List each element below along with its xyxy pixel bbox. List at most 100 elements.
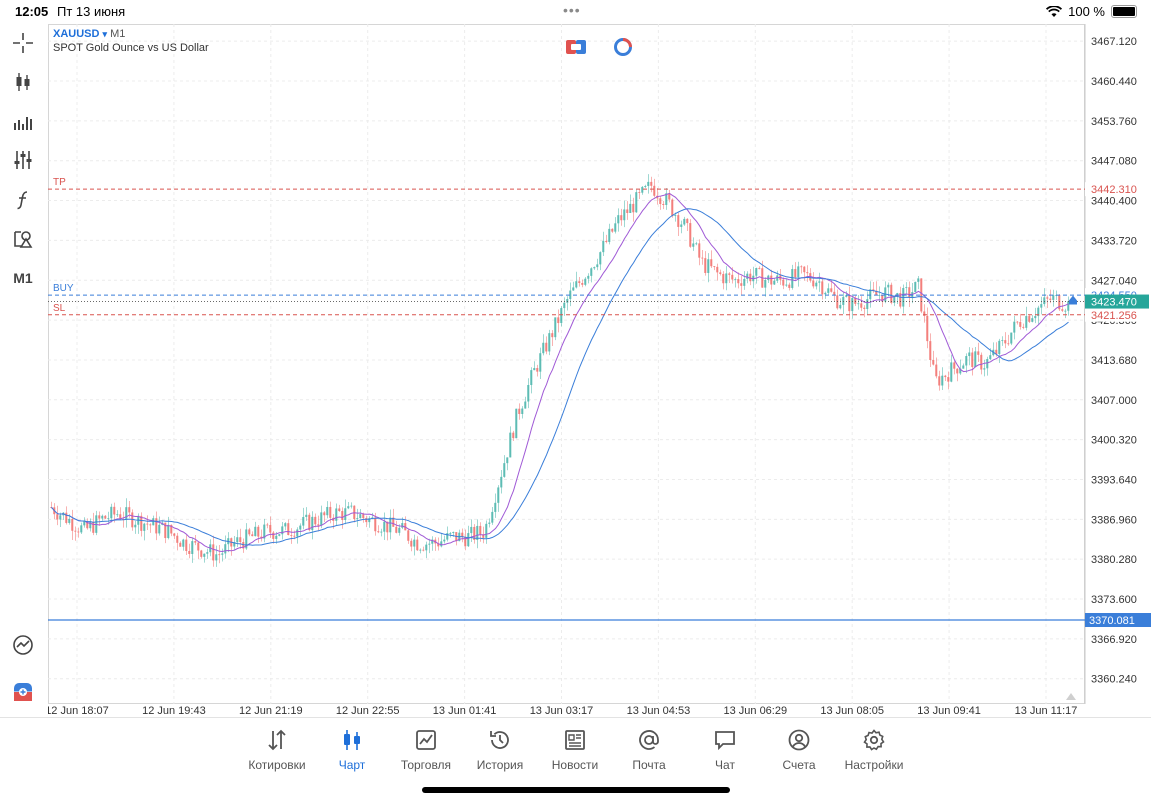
candle-body xyxy=(737,279,740,284)
candle-body xyxy=(560,308,563,324)
candle-body xyxy=(119,514,122,519)
candle-body xyxy=(860,303,863,308)
candle-body xyxy=(1019,321,1022,327)
candle-body xyxy=(707,259,710,273)
tab-chart[interactable]: Чарт xyxy=(312,726,392,772)
candle-body xyxy=(386,521,389,533)
candle-body xyxy=(1058,295,1061,310)
symbol-label[interactable]: XAUUSD ▾ M1 xyxy=(53,28,125,40)
candle-body xyxy=(278,534,281,536)
candle-body xyxy=(71,518,74,531)
tab-history[interactable]: История xyxy=(460,726,540,772)
candle-body xyxy=(731,274,734,280)
candle-body xyxy=(401,523,404,528)
tab-settings[interactable]: Настройки xyxy=(834,726,914,772)
candle-body xyxy=(755,267,758,276)
candle-body xyxy=(305,514,308,517)
candle-body xyxy=(695,243,698,245)
candle-body xyxy=(1040,304,1043,308)
candle-body xyxy=(734,279,737,280)
chart-toolbar: M1 xyxy=(0,26,46,706)
crosshair-icon[interactable] xyxy=(8,28,38,58)
depth-of-market-icon[interactable] xyxy=(566,38,586,56)
price-label: 3370.081 xyxy=(1089,615,1135,627)
candle-body xyxy=(719,272,722,274)
candle-body xyxy=(329,506,332,518)
tab-news[interactable]: Новости xyxy=(535,726,615,772)
tab-chat[interactable]: Чат xyxy=(685,726,765,772)
tab-mail[interactable]: Почта xyxy=(609,726,689,772)
candle-body xyxy=(110,506,113,519)
candle-body xyxy=(635,192,638,213)
tab-label: Счета xyxy=(782,758,816,772)
trade-chart-icon[interactable] xyxy=(8,630,38,660)
candle-body xyxy=(764,280,767,288)
plot-frame xyxy=(48,24,1085,704)
candle-body xyxy=(527,385,530,402)
candle-body xyxy=(770,275,773,285)
wifi-icon xyxy=(1046,5,1063,17)
candle-body xyxy=(314,516,317,525)
candle-body xyxy=(506,457,509,464)
candle-body xyxy=(236,537,239,543)
indicators-bars-icon[interactable] xyxy=(8,107,38,137)
candle-body xyxy=(728,273,731,275)
timeframe-button[interactable]: M1 xyxy=(13,270,33,286)
candle-body xyxy=(86,521,89,529)
battery-percent: 100 % xyxy=(1068,4,1105,19)
candle-body xyxy=(638,192,641,193)
y-tick-label: 3433.720 xyxy=(1091,235,1137,247)
tab-accounts[interactable]: Счета xyxy=(759,726,839,772)
candle-body xyxy=(101,515,104,519)
candle-body xyxy=(356,518,359,520)
candle-body xyxy=(398,527,401,533)
x-tick-label: 12 Jun 19:43 xyxy=(142,705,206,717)
price-chart[interactable]: 3467.120 3460.440 3453.760 3447.080 3440.400… xyxy=(48,24,1151,717)
candle-body xyxy=(128,507,131,513)
tab-quotes[interactable]: Котировки xyxy=(237,726,317,772)
candle-body xyxy=(335,508,338,521)
candle-body xyxy=(203,553,206,557)
sliders-icon[interactable] xyxy=(8,145,38,175)
candle-body xyxy=(689,223,692,247)
candle-body xyxy=(959,368,962,374)
candle-body xyxy=(422,549,425,551)
candle-body xyxy=(746,273,749,279)
candle-body xyxy=(668,193,671,200)
candle-body xyxy=(905,287,908,289)
chart-type-candles-icon[interactable] xyxy=(8,67,38,97)
function-icon[interactable] xyxy=(8,185,38,215)
multitask-dots-icon[interactable]: ••• xyxy=(563,2,581,18)
ma-slow-line xyxy=(51,208,1069,546)
objects-icon[interactable] xyxy=(8,224,38,254)
signal-indicator-icon[interactable] xyxy=(613,38,633,56)
candle-body xyxy=(1046,297,1049,299)
candle-body xyxy=(1016,321,1019,323)
candle-body xyxy=(704,258,707,273)
tab-label: Торговля xyxy=(400,758,452,772)
candle-body xyxy=(80,525,83,533)
x-tick-label: 13 Jun 01:41 xyxy=(433,705,497,717)
candle-body xyxy=(605,240,608,243)
tab-trade[interactable]: Торговля xyxy=(386,726,466,772)
candle-body xyxy=(749,273,752,282)
candle-body xyxy=(188,550,191,554)
symbol-dropdown-icon: ▾ xyxy=(102,29,108,39)
one-click-trading-icon[interactable] xyxy=(8,677,38,707)
candle-body xyxy=(212,544,215,561)
candle-body xyxy=(359,514,362,519)
candle-body xyxy=(665,193,668,205)
status-right: 100 % xyxy=(1046,4,1137,19)
candle-body xyxy=(74,530,77,532)
order-line-label: TP xyxy=(53,177,66,188)
tab-label: Почта xyxy=(632,758,666,772)
y-tick-label: 3460.440 xyxy=(1091,76,1137,88)
candle-body xyxy=(788,284,791,288)
candle-body xyxy=(257,526,260,537)
candle-body xyxy=(683,218,686,225)
candle-body xyxy=(899,293,902,307)
candle-body xyxy=(584,278,587,285)
home-indicator[interactable] xyxy=(422,787,730,793)
candle-body xyxy=(563,302,566,309)
y-tick-label: 3373.600 xyxy=(1091,594,1137,606)
